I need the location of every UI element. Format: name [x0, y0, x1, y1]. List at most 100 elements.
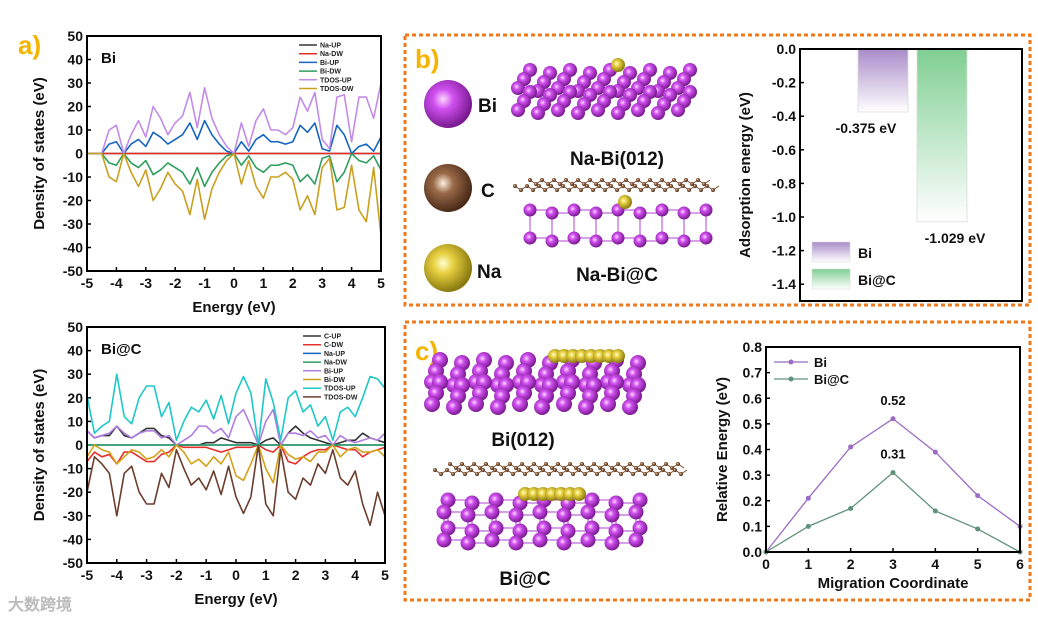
c-atom	[645, 184, 649, 188]
series-line-bi-up	[86, 408, 386, 446]
bi-atom	[464, 523, 480, 539]
c-atom	[670, 466, 674, 470]
c-atom	[525, 184, 529, 188]
c-atom	[586, 466, 590, 470]
y-axis-title: Adsorption energy (eV)	[737, 92, 754, 258]
bi-atom	[611, 231, 625, 245]
bi-atom	[556, 507, 572, 523]
x-tick-label: 2	[292, 567, 300, 583]
c-atom	[570, 182, 574, 186]
c-atom	[559, 472, 563, 476]
c-atom	[499, 472, 503, 476]
bi-atom	[490, 399, 506, 415]
y-tick-label: 0.0	[743, 544, 763, 560]
bar-bi	[857, 48, 909, 113]
bi-atom	[591, 103, 605, 117]
label-bi-c: Bi@C	[499, 569, 551, 590]
c-atom	[603, 188, 607, 192]
y-tick-label: -50	[63, 555, 83, 571]
legend-label: Bi@C	[814, 372, 850, 387]
c-atom	[493, 468, 497, 472]
c-atom	[534, 182, 538, 186]
c-atom	[528, 178, 532, 182]
c-atom	[652, 462, 656, 466]
data-point	[890, 416, 896, 422]
c-atom	[541, 468, 545, 472]
y-tick-label: 0.2	[743, 493, 763, 509]
c-atom	[538, 466, 542, 470]
legend-label: Na-UP	[324, 351, 345, 358]
bi-012-structure	[424, 349, 646, 415]
na-atom	[618, 195, 632, 209]
y-tick-label: -1.0	[772, 209, 796, 225]
series-line-tdos-dw	[86, 444, 386, 527]
c-atom	[490, 466, 494, 470]
y-tick-label: -40	[63, 531, 83, 547]
c-atom	[661, 468, 665, 472]
c-atom	[577, 468, 581, 472]
bi-atom	[534, 399, 550, 415]
bi-atom	[604, 507, 620, 523]
c-atom	[615, 188, 619, 192]
c-atom	[475, 472, 479, 476]
panel-c-frame	[403, 320, 1032, 602]
bi-atom	[536, 520, 552, 536]
bi-atom	[468, 396, 484, 412]
y-tick-label: 50	[67, 28, 83, 44]
c-atom	[519, 188, 523, 192]
bi-atom	[511, 103, 525, 117]
c-atom	[463, 472, 467, 476]
bi-atom	[556, 396, 572, 412]
bi-atom	[589, 234, 603, 248]
label-na-bi-012: Na-Bi(012)	[570, 149, 664, 170]
c-atom	[702, 182, 706, 186]
bi-atom	[440, 492, 456, 508]
bi-atom	[651, 106, 665, 120]
c-atom-sphere	[424, 164, 472, 212]
c-atom	[673, 468, 677, 472]
bi-atom	[512, 396, 528, 412]
c-atom	[693, 184, 697, 188]
legend-label: Na-DW	[320, 51, 343, 58]
data-point	[975, 526, 981, 532]
bar-bi@c	[916, 48, 968, 223]
c-atom	[594, 182, 598, 186]
bi-atom	[512, 523, 528, 539]
series-line-tdos-up	[86, 373, 386, 446]
bi-atom	[677, 234, 691, 248]
series-line-bi@c	[765, 471, 1021, 553]
c-atom	[637, 468, 641, 472]
c-atom	[573, 184, 577, 188]
legend-swatch	[811, 268, 851, 290]
data-point	[890, 470, 896, 476]
c-atom	[505, 468, 509, 472]
legend-label: TDOS-DW	[324, 394, 358, 401]
c-atom	[642, 182, 646, 186]
bi-atom	[560, 523, 576, 539]
legend-label: Bi-UP	[324, 368, 343, 375]
bi-atom	[556, 535, 572, 551]
c-atom	[636, 178, 640, 182]
c-atom	[553, 468, 557, 472]
c-atom	[439, 472, 443, 476]
c-atom	[664, 462, 668, 466]
y-tick-label: 0.1	[743, 518, 763, 534]
bi-atom	[584, 520, 600, 536]
y-tick-label: -1.2	[772, 243, 796, 259]
data-point	[932, 508, 938, 514]
x-tick-label: 0	[762, 556, 770, 572]
y-tick-label: -1.4	[772, 276, 796, 292]
bi-atom	[633, 206, 647, 220]
panel-label-b: b)	[415, 44, 440, 74]
c-atom	[487, 472, 491, 476]
y-tick-label: -10	[63, 461, 83, 477]
c-atom	[667, 472, 671, 476]
c-atom	[666, 182, 670, 186]
c-atom	[508, 462, 512, 466]
c-atom	[543, 188, 547, 192]
atom-legend: Bi C Na	[424, 80, 502, 292]
c-atom	[595, 472, 599, 476]
bi-atom	[580, 532, 596, 548]
c-atom	[517, 468, 521, 472]
